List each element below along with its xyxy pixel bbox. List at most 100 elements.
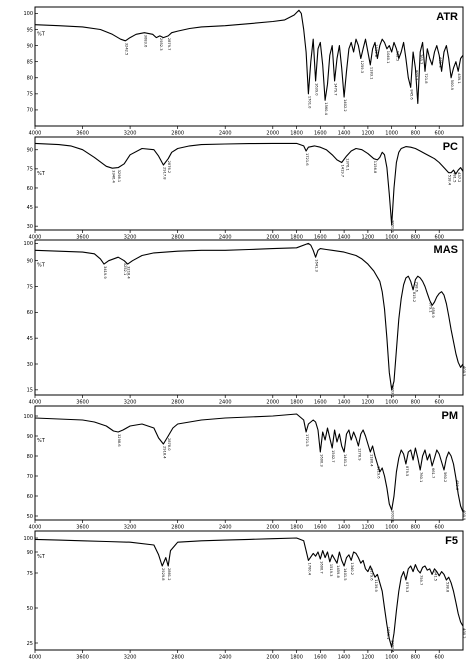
- panel-pm: 50 60 70 80 90 100 %T 4000 3600 3200 2800 2400 2000 1…: [23, 405, 466, 531]
- peak-label: 560.2: [443, 472, 447, 482]
- y-tick-label: 75: [27, 571, 33, 577]
- x-tick-label: 1400: [338, 400, 351, 406]
- peak-label: 2918.4: [162, 446, 166, 459]
- peak-label: 1039.1: [386, 627, 390, 640]
- peak-label: 1401.2: [343, 454, 347, 467]
- peak-label: 2878.0: [167, 438, 171, 451]
- peak-label: 1600.7: [319, 561, 323, 574]
- y-tick-label: 70: [27, 108, 33, 114]
- y-tick-label: 95: [27, 27, 33, 33]
- x-tick-label: 800: [411, 525, 421, 531]
- plot-frame: [34, 530, 464, 651]
- peak-label: 1003.7: [391, 385, 395, 398]
- y-tick-label: 75: [27, 167, 33, 173]
- x-tick-label: 1600: [314, 525, 327, 531]
- peak-label: 518.4: [448, 175, 452, 186]
- peak-label: 1701.0: [307, 96, 311, 109]
- peak-label: 879.5: [405, 466, 409, 476]
- y-tick-label: 15: [27, 388, 33, 394]
- panel-f5: 25 50 75 90 100 %T 4000 3600 3200 2800 2400 2000 180…: [23, 530, 466, 661]
- peak-label: 481.5: [452, 172, 456, 182]
- x-tick-label: 1800: [290, 525, 303, 531]
- y-tick-label: 100: [23, 536, 33, 542]
- x-tick-label: 800: [411, 131, 421, 137]
- peak-label: 1139.9: [374, 579, 378, 592]
- x-tick-label: 3200: [124, 400, 137, 406]
- x-tick-label: 2000: [266, 655, 279, 661]
- y-tick-label: 100: [23, 11, 33, 17]
- x-tick-label: 4000: [29, 655, 42, 661]
- y-tick-label: 80: [27, 76, 33, 82]
- x-tick-label: 600: [434, 655, 444, 661]
- x-tick-label: 4000: [29, 235, 42, 241]
- peak-label: 1340.2: [350, 562, 354, 575]
- peak-label: 3346.4: [111, 170, 115, 183]
- y-tick-label: 30: [27, 224, 33, 230]
- x-tick-label: 1400: [338, 131, 351, 137]
- spectrum-line-pc: [34, 142, 464, 226]
- peak-label: 2917.8: [162, 167, 166, 180]
- peak-label: 962.5: [395, 51, 399, 61]
- x-tick-label: 1400: [338, 525, 351, 531]
- peak-label: 679.1: [429, 302, 433, 312]
- peak-label: 439.1: [457, 73, 461, 83]
- peak-label: 2929.8: [161, 568, 165, 581]
- peak-label: 601.3: [438, 57, 442, 67]
- peak-label: 1560.4: [324, 102, 328, 115]
- x-tick-label: 2000: [266, 400, 279, 406]
- x-tick-label: 3200: [124, 235, 137, 241]
- x-tick-label: 2800: [171, 655, 184, 661]
- y-tick-label: 60: [27, 310, 33, 316]
- peak-label: 1002.8: [391, 510, 395, 523]
- panel-label: MAS: [434, 244, 458, 256]
- y-tick-label: 100: [23, 241, 33, 247]
- peak-label: 661.7: [431, 468, 435, 478]
- x-tick-label: 1600: [314, 235, 327, 241]
- peak-label: 1419.7: [341, 165, 345, 178]
- panel-label: F5: [445, 535, 458, 547]
- peak-label: 3218.4: [127, 266, 131, 279]
- peak-label: 437.2: [457, 172, 461, 182]
- peak-label: 1259.3: [360, 60, 364, 73]
- x-tick-label: 1800: [290, 400, 303, 406]
- panel-label: PC: [443, 141, 458, 153]
- x-tick-label: 600: [434, 400, 444, 406]
- peak-label: 400.2: [462, 628, 466, 638]
- peak-label: 1641.3: [315, 259, 319, 272]
- x-tick-label: 4000: [29, 525, 42, 531]
- y-unit-label: %T: [37, 438, 46, 444]
- x-tick-label: 1800: [290, 655, 303, 661]
- peak-label: 1600.3: [319, 454, 323, 467]
- peak-label: 763.7: [419, 54, 423, 64]
- x-tick-label: 1800: [290, 235, 303, 241]
- y-tick-label: 90: [27, 258, 33, 264]
- y-tick-label: 80: [27, 454, 33, 460]
- y-tick-label: 90: [27, 434, 33, 440]
- y-tick-label: 75: [27, 284, 33, 290]
- y-unit-label: %T: [37, 263, 46, 269]
- plot-frame: [34, 239, 464, 396]
- y-unit-label: %T: [37, 32, 46, 38]
- plot-frame: [34, 136, 464, 231]
- x-tick-label: 2400: [219, 525, 232, 531]
- peak-label: 845.6: [410, 89, 414, 100]
- peak-label: 1402.2: [343, 99, 347, 112]
- y-tick-label: 60: [27, 186, 33, 192]
- y-tick-label: 90: [27, 550, 33, 556]
- x-tick-label: 2400: [219, 655, 232, 661]
- y-tick-label: 75: [27, 92, 33, 98]
- peak-label: 759.7: [419, 575, 423, 585]
- x-tick-label: 2000: [266, 235, 279, 241]
- x-tick-label: 1800: [290, 131, 303, 137]
- y-tick-label: 30: [27, 362, 33, 368]
- peak-label: 1183.1: [369, 67, 373, 80]
- x-tick-label: 2400: [219, 235, 232, 241]
- x-tick-label: 3200: [124, 525, 137, 531]
- peak-label: 1156.8: [373, 161, 377, 174]
- y-tick-label: 50: [27, 606, 33, 612]
- x-tick-label: 1000: [385, 400, 398, 406]
- x-tick-label: 2400: [219, 131, 232, 137]
- y-tick-label: 90: [27, 148, 33, 154]
- peak-label: 2952.3: [159, 38, 163, 51]
